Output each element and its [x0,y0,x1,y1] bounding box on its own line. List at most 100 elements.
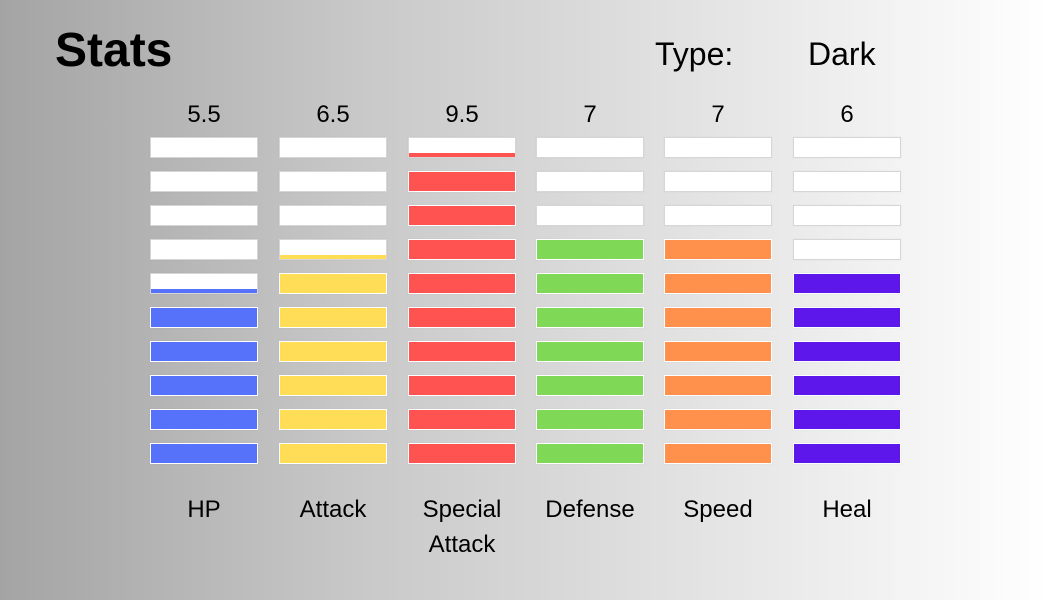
stat-bar-segment [536,341,644,362]
stat-bar-fill [280,410,386,429]
stat-bar-fill [665,240,771,259]
stat-bar-fill [151,444,257,463]
stat-value: 6 [840,101,854,128]
stat-bar-segment [279,443,387,464]
stat-bar-segment [279,273,387,294]
stat-bar-segment [408,443,516,464]
stat-bar-fill [537,342,643,361]
stat-bar-fill [280,376,386,395]
stat-bar-fill [151,376,257,395]
stat-bar-fill [537,376,643,395]
stat-bar-fill [794,444,900,463]
stat-bar-fill [665,410,771,429]
stat-bar-fill [409,172,515,191]
stat-value: 7 [711,101,725,128]
stat-bar-segment [150,375,258,396]
stat-bar-fill [280,444,386,463]
stat-bar-fill [151,308,257,327]
stat-bar-segment [793,307,901,328]
stat-bar-segment [150,239,258,260]
stat-bar-segment [664,307,772,328]
stat-bar-fill [794,376,900,395]
stat-bar-segment [408,239,516,260]
stat-bar-fill [409,308,515,327]
stat-bar-fill [794,274,900,293]
stat-bar-segment [150,307,258,328]
stat-bar-segment [408,171,516,192]
stat-bar-segment [536,273,644,294]
stat-bar-segment [664,409,772,430]
stat-bar-segment [536,239,644,260]
stat-label: Special Attack [422,496,502,558]
stat-bar-segment [793,239,901,260]
stat-bar-segment [536,137,644,158]
stat-bar-segment [150,409,258,430]
stat-bar-segment [150,341,258,362]
stat-bar-segment [664,443,772,464]
stat-bar-fill [537,308,643,327]
stat-bar-fill [409,410,515,429]
stat-bar-segment [793,409,901,430]
stat-bar-segment [664,341,772,362]
stat-bar-segment [664,239,772,260]
stat-bar-fill [794,308,900,327]
stat-bar-segment [793,273,901,294]
stat-bar-segment [279,205,387,226]
stat-bar-fill [665,274,771,293]
stat-label: Speed [683,496,753,523]
stat-bar-segment [664,205,772,226]
stat-bar-fill [409,376,515,395]
stat-bar-segment [279,409,387,430]
stat-bar-segment [279,375,387,396]
stat-bar-segment [793,205,901,226]
stat-label: Attack [299,496,367,523]
stat-bar-fill [151,342,257,361]
stat-bar-fill [280,342,386,361]
stat-bar-segment [408,137,516,158]
stat-value: 7 [583,101,597,128]
stat-bar-segment [793,375,901,396]
stat-bar-fill [665,376,771,395]
stat-bar-segment [793,171,901,192]
stat-bar-fill [409,444,515,463]
stat-bar-segment [150,205,258,226]
stat-value: 6.5 [316,101,350,128]
stat-bar-segment [536,443,644,464]
stat-bar-fill [280,274,386,293]
stat-label: HP [187,496,221,523]
stat-bar-segment [408,273,516,294]
stat-bar-segment [664,375,772,396]
stat-bar-fill [537,274,643,293]
stat-label: Heal [822,496,872,523]
stat-bar-segment [664,171,772,192]
stat-bar-fill [280,308,386,327]
stat-bar-fill [409,153,515,157]
stat-bar-segment [664,137,772,158]
stat-bar-segment [664,273,772,294]
stat-bar-fill [794,342,900,361]
stat-bar-segment [150,443,258,464]
stat-bar-segment [793,137,901,158]
stat-value: 5.5 [187,101,221,128]
stat-bar-fill [409,240,515,259]
stat-bar-segment [408,375,516,396]
stat-bar-segment [536,205,644,226]
stat-bar-segment [279,341,387,362]
stat-bar-fill [409,206,515,225]
stat-bar-fill [537,444,643,463]
stats-title: Stats [55,24,173,77]
stat-bar-segment [536,307,644,328]
stat-bar-segment [408,341,516,362]
stat-label: Defense [545,496,635,523]
stat-bar-fill [151,410,257,429]
stat-bar-fill [537,410,643,429]
stat-bar-segment [150,137,258,158]
stat-bar-segment [279,171,387,192]
stat-bar-segment [536,171,644,192]
stat-bar-segment [793,341,901,362]
stat-bar-segment [536,375,644,396]
stat-bar-fill [151,289,257,293]
stat-bar-fill [280,255,386,259]
stat-bar-segment [150,171,258,192]
stat-bar-fill [537,240,643,259]
